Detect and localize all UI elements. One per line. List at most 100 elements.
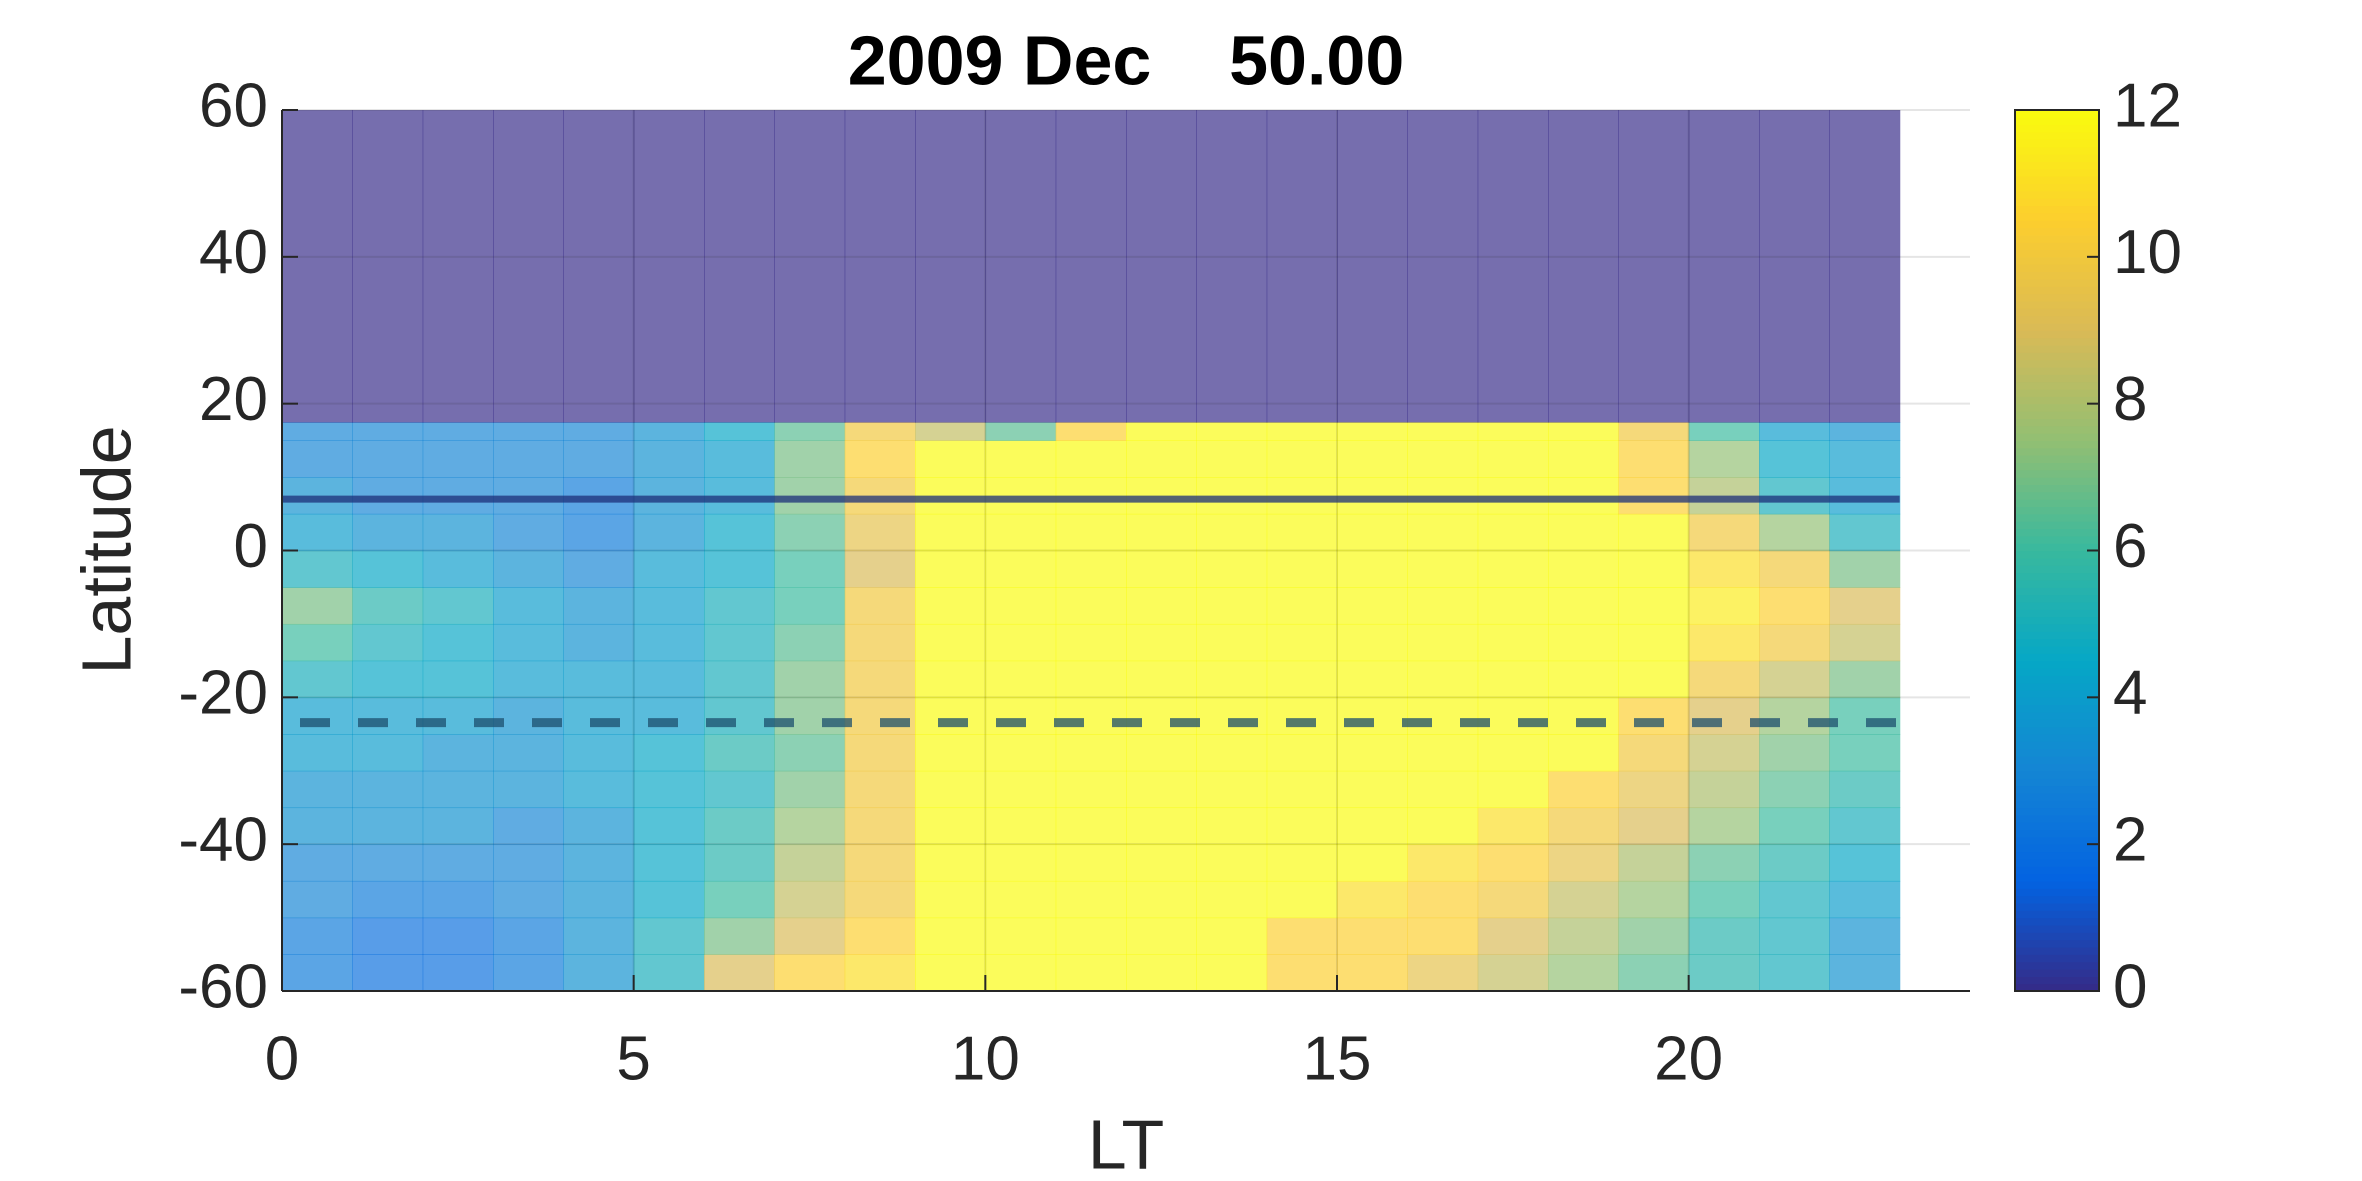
heat-cell: [1829, 844, 1901, 882]
heat-cell: [1196, 880, 1268, 919]
heat-cell: [985, 440, 1057, 478]
heat-cell: [422, 550, 494, 588]
colorbar-segment: [2015, 286, 2099, 295]
heat-cell: [1477, 807, 1549, 845]
heat-cell: [844, 440, 916, 478]
heat-cell: [1688, 880, 1760, 919]
heat-cell: [1688, 807, 1760, 845]
heat-cell: [1126, 917, 1197, 955]
colorbar-segment: [2015, 910, 2099, 919]
colorbar-segment: [2015, 330, 2099, 339]
heat-cell: [633, 587, 705, 625]
heat-cell: [1829, 917, 1901, 955]
heat-cell: [1618, 697, 1690, 735]
colorbar-segment: [2015, 946, 2099, 955]
heat-cell: [493, 807, 564, 845]
heat-cell: [1337, 623, 1408, 662]
heat-cell: [915, 513, 986, 552]
colorbar-segment: [2015, 543, 2099, 552]
heat-cell: [1126, 110, 1197, 423]
heat-cell: [633, 660, 705, 698]
colorbar-segment: [2015, 594, 2099, 603]
heat-cell: [915, 880, 986, 919]
colorbar-segment: [2015, 961, 2099, 970]
colorbar-segment: [2015, 154, 2099, 162]
colorbar-segment: [2015, 689, 2099, 698]
heat-cell: [985, 880, 1057, 919]
colorbar-segment: [2015, 521, 2099, 530]
heat-cell: [1126, 550, 1197, 588]
heat-cell: [1759, 880, 1830, 919]
heat-cell: [282, 513, 353, 552]
heat-cell: [1759, 954, 1830, 992]
colorbar-segment: [2015, 293, 2099, 302]
heat-cell: [493, 422, 564, 441]
heat-cell: [1688, 422, 1760, 441]
heat-cell: [1196, 550, 1268, 588]
heat-cell: [704, 917, 775, 955]
colorbar-segment: [2015, 770, 2099, 779]
heat-cell: [1548, 623, 1619, 662]
heat-cell: [1055, 697, 1127, 735]
colorbar-segment: [2015, 763, 2099, 772]
colorbar-tick-label: 10: [2113, 218, 2182, 287]
heat-cell: [352, 880, 424, 919]
heat-cell: [774, 440, 846, 478]
heat-cell: [422, 880, 494, 919]
colorbar-segment: [2015, 829, 2099, 838]
heat-cell: [985, 807, 1057, 845]
heat-cell: [915, 550, 986, 588]
colorbar-segment: [2015, 359, 2099, 368]
colorbar-tick-label: 4: [2113, 659, 2147, 728]
heat-cell: [774, 697, 846, 735]
heat-cell: [1407, 807, 1479, 845]
heat-cell: [1407, 844, 1479, 882]
heat-cell: [1548, 587, 1619, 625]
heat-cell: [704, 660, 775, 698]
heat-cell: [633, 110, 705, 423]
heat-cell: [493, 587, 564, 625]
colorbar-segment: [2015, 866, 2099, 875]
colorbar-segment: [2015, 851, 2099, 860]
heat-cell: [1477, 770, 1549, 809]
heat-cell: [493, 954, 564, 992]
x-tick-label: 0: [265, 1024, 299, 1093]
heat-cell: [1548, 550, 1619, 588]
heat-cell: [1196, 513, 1268, 552]
colorbar-segment: [2015, 983, 2099, 992]
heat-cell: [633, 422, 705, 441]
heat-cell: [352, 954, 424, 992]
heat-cell: [1688, 917, 1760, 955]
colorbar-segment: [2015, 315, 2099, 324]
heat-cell: [1126, 422, 1197, 441]
heat-cell: [1337, 917, 1408, 955]
heat-cell: [774, 734, 846, 772]
heat-cell: [1337, 697, 1408, 735]
heat-cell: [493, 844, 564, 882]
heat-cell: [1759, 807, 1830, 845]
colorbar-segment: [2015, 778, 2099, 787]
colorbar-segment: [2015, 741, 2099, 750]
heat-cell: [1126, 880, 1197, 919]
heat-cell: [1337, 734, 1408, 772]
colorbar-segment: [2015, 168, 2099, 177]
heat-cell: [1829, 422, 1901, 441]
heat-cell: [985, 954, 1057, 992]
heat-cell: [282, 734, 353, 772]
colorbar-segment: [2015, 388, 2099, 397]
heat-cell: [1337, 550, 1408, 588]
heat-cell: [563, 697, 635, 735]
colorbar-segment: [2015, 256, 2099, 265]
colorbar-segment: [2015, 469, 2099, 478]
colorbar-segment: [2015, 139, 2099, 148]
heat-cell: [1196, 844, 1268, 882]
heat-cell: [844, 917, 916, 955]
colorbar-segment: [2015, 300, 2099, 309]
x-tick-label: 15: [1303, 1024, 1372, 1093]
colorbar-segment: [2015, 418, 2099, 427]
heat-cell: [1477, 880, 1549, 919]
colorbar-segment: [2015, 117, 2099, 126]
heat-cell: [704, 844, 775, 882]
colorbar-segment: [2015, 565, 2099, 574]
colorbar-segment: [2015, 462, 2099, 471]
